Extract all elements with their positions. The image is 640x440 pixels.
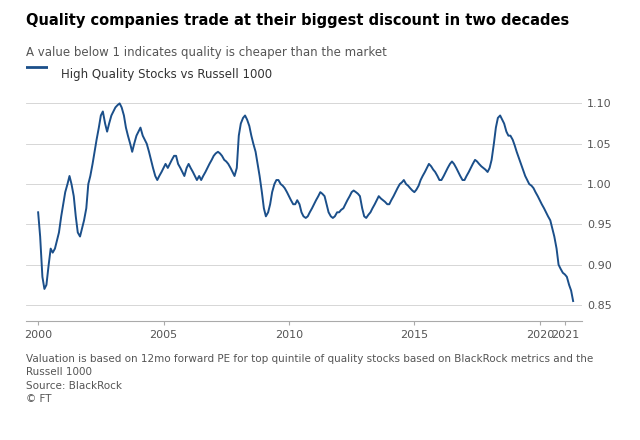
Text: Russell 1000: Russell 1000 — [26, 367, 92, 378]
Text: Source: BlackRock: Source: BlackRock — [26, 381, 122, 391]
Text: A value below 1 indicates quality is cheaper than the market: A value below 1 indicates quality is che… — [26, 46, 387, 59]
Text: High Quality Stocks vs Russell 1000: High Quality Stocks vs Russell 1000 — [61, 68, 272, 81]
Text: Quality companies trade at their biggest discount in two decades: Quality companies trade at their biggest… — [26, 13, 569, 28]
Text: Valuation is based on 12mo forward PE for top quintile of quality stocks based o: Valuation is based on 12mo forward PE fo… — [26, 354, 593, 364]
Text: © FT: © FT — [26, 394, 51, 404]
